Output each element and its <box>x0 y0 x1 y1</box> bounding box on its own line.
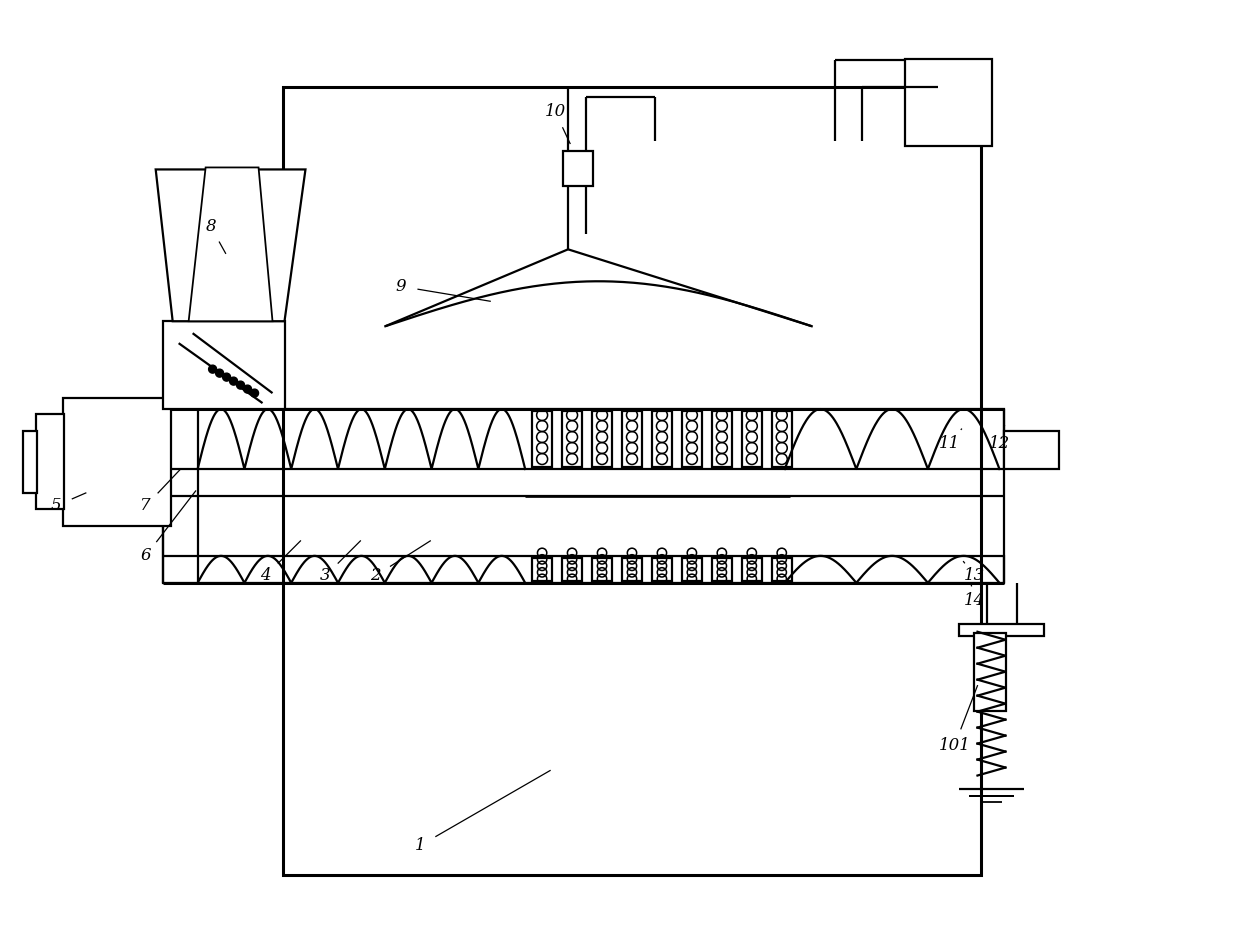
Text: 14: 14 <box>963 592 985 609</box>
Bar <box>652 412 672 467</box>
Text: 12: 12 <box>988 435 1011 452</box>
Text: 10: 10 <box>544 103 565 120</box>
Bar <box>771 412 792 467</box>
Polygon shape <box>156 169 305 321</box>
Bar <box>562 412 582 467</box>
Bar <box>975 633 1007 710</box>
Bar <box>562 558 582 581</box>
Circle shape <box>243 385 252 393</box>
Bar <box>591 412 613 467</box>
Bar <box>960 624 1044 636</box>
Bar <box>283 87 981 875</box>
Bar <box>532 412 552 467</box>
Bar <box>563 152 593 186</box>
Bar <box>622 412 642 467</box>
Bar <box>22 431 37 492</box>
Bar <box>771 558 792 581</box>
Polygon shape <box>188 168 273 321</box>
Text: 4: 4 <box>260 567 270 585</box>
Bar <box>36 414 63 509</box>
Text: 13: 13 <box>963 567 985 585</box>
Circle shape <box>208 365 217 373</box>
Text: 101: 101 <box>939 737 971 754</box>
Circle shape <box>223 373 231 381</box>
Text: 9: 9 <box>396 277 405 295</box>
Bar <box>742 412 761 467</box>
Text: 1: 1 <box>415 837 425 854</box>
Circle shape <box>229 377 238 385</box>
Text: 6: 6 <box>140 547 151 564</box>
Bar <box>1004 431 1059 469</box>
Bar <box>622 558 642 581</box>
Bar <box>63 398 171 526</box>
Bar <box>742 558 761 581</box>
Text: 8: 8 <box>206 218 216 235</box>
Text: 3: 3 <box>320 567 331 585</box>
Bar <box>682 558 702 581</box>
Bar <box>682 412 702 467</box>
Bar <box>591 558 613 581</box>
Text: 5: 5 <box>51 497 61 515</box>
Text: 2: 2 <box>370 567 381 585</box>
Bar <box>162 321 284 409</box>
Bar <box>904 59 992 146</box>
Text: 7: 7 <box>140 497 151 515</box>
Circle shape <box>250 389 259 398</box>
Bar <box>162 409 1004 583</box>
Circle shape <box>216 370 223 377</box>
Bar <box>712 558 732 581</box>
Bar <box>532 558 552 581</box>
Circle shape <box>237 381 244 389</box>
Text: 11: 11 <box>939 435 960 452</box>
Bar <box>712 412 732 467</box>
Bar <box>652 558 672 581</box>
